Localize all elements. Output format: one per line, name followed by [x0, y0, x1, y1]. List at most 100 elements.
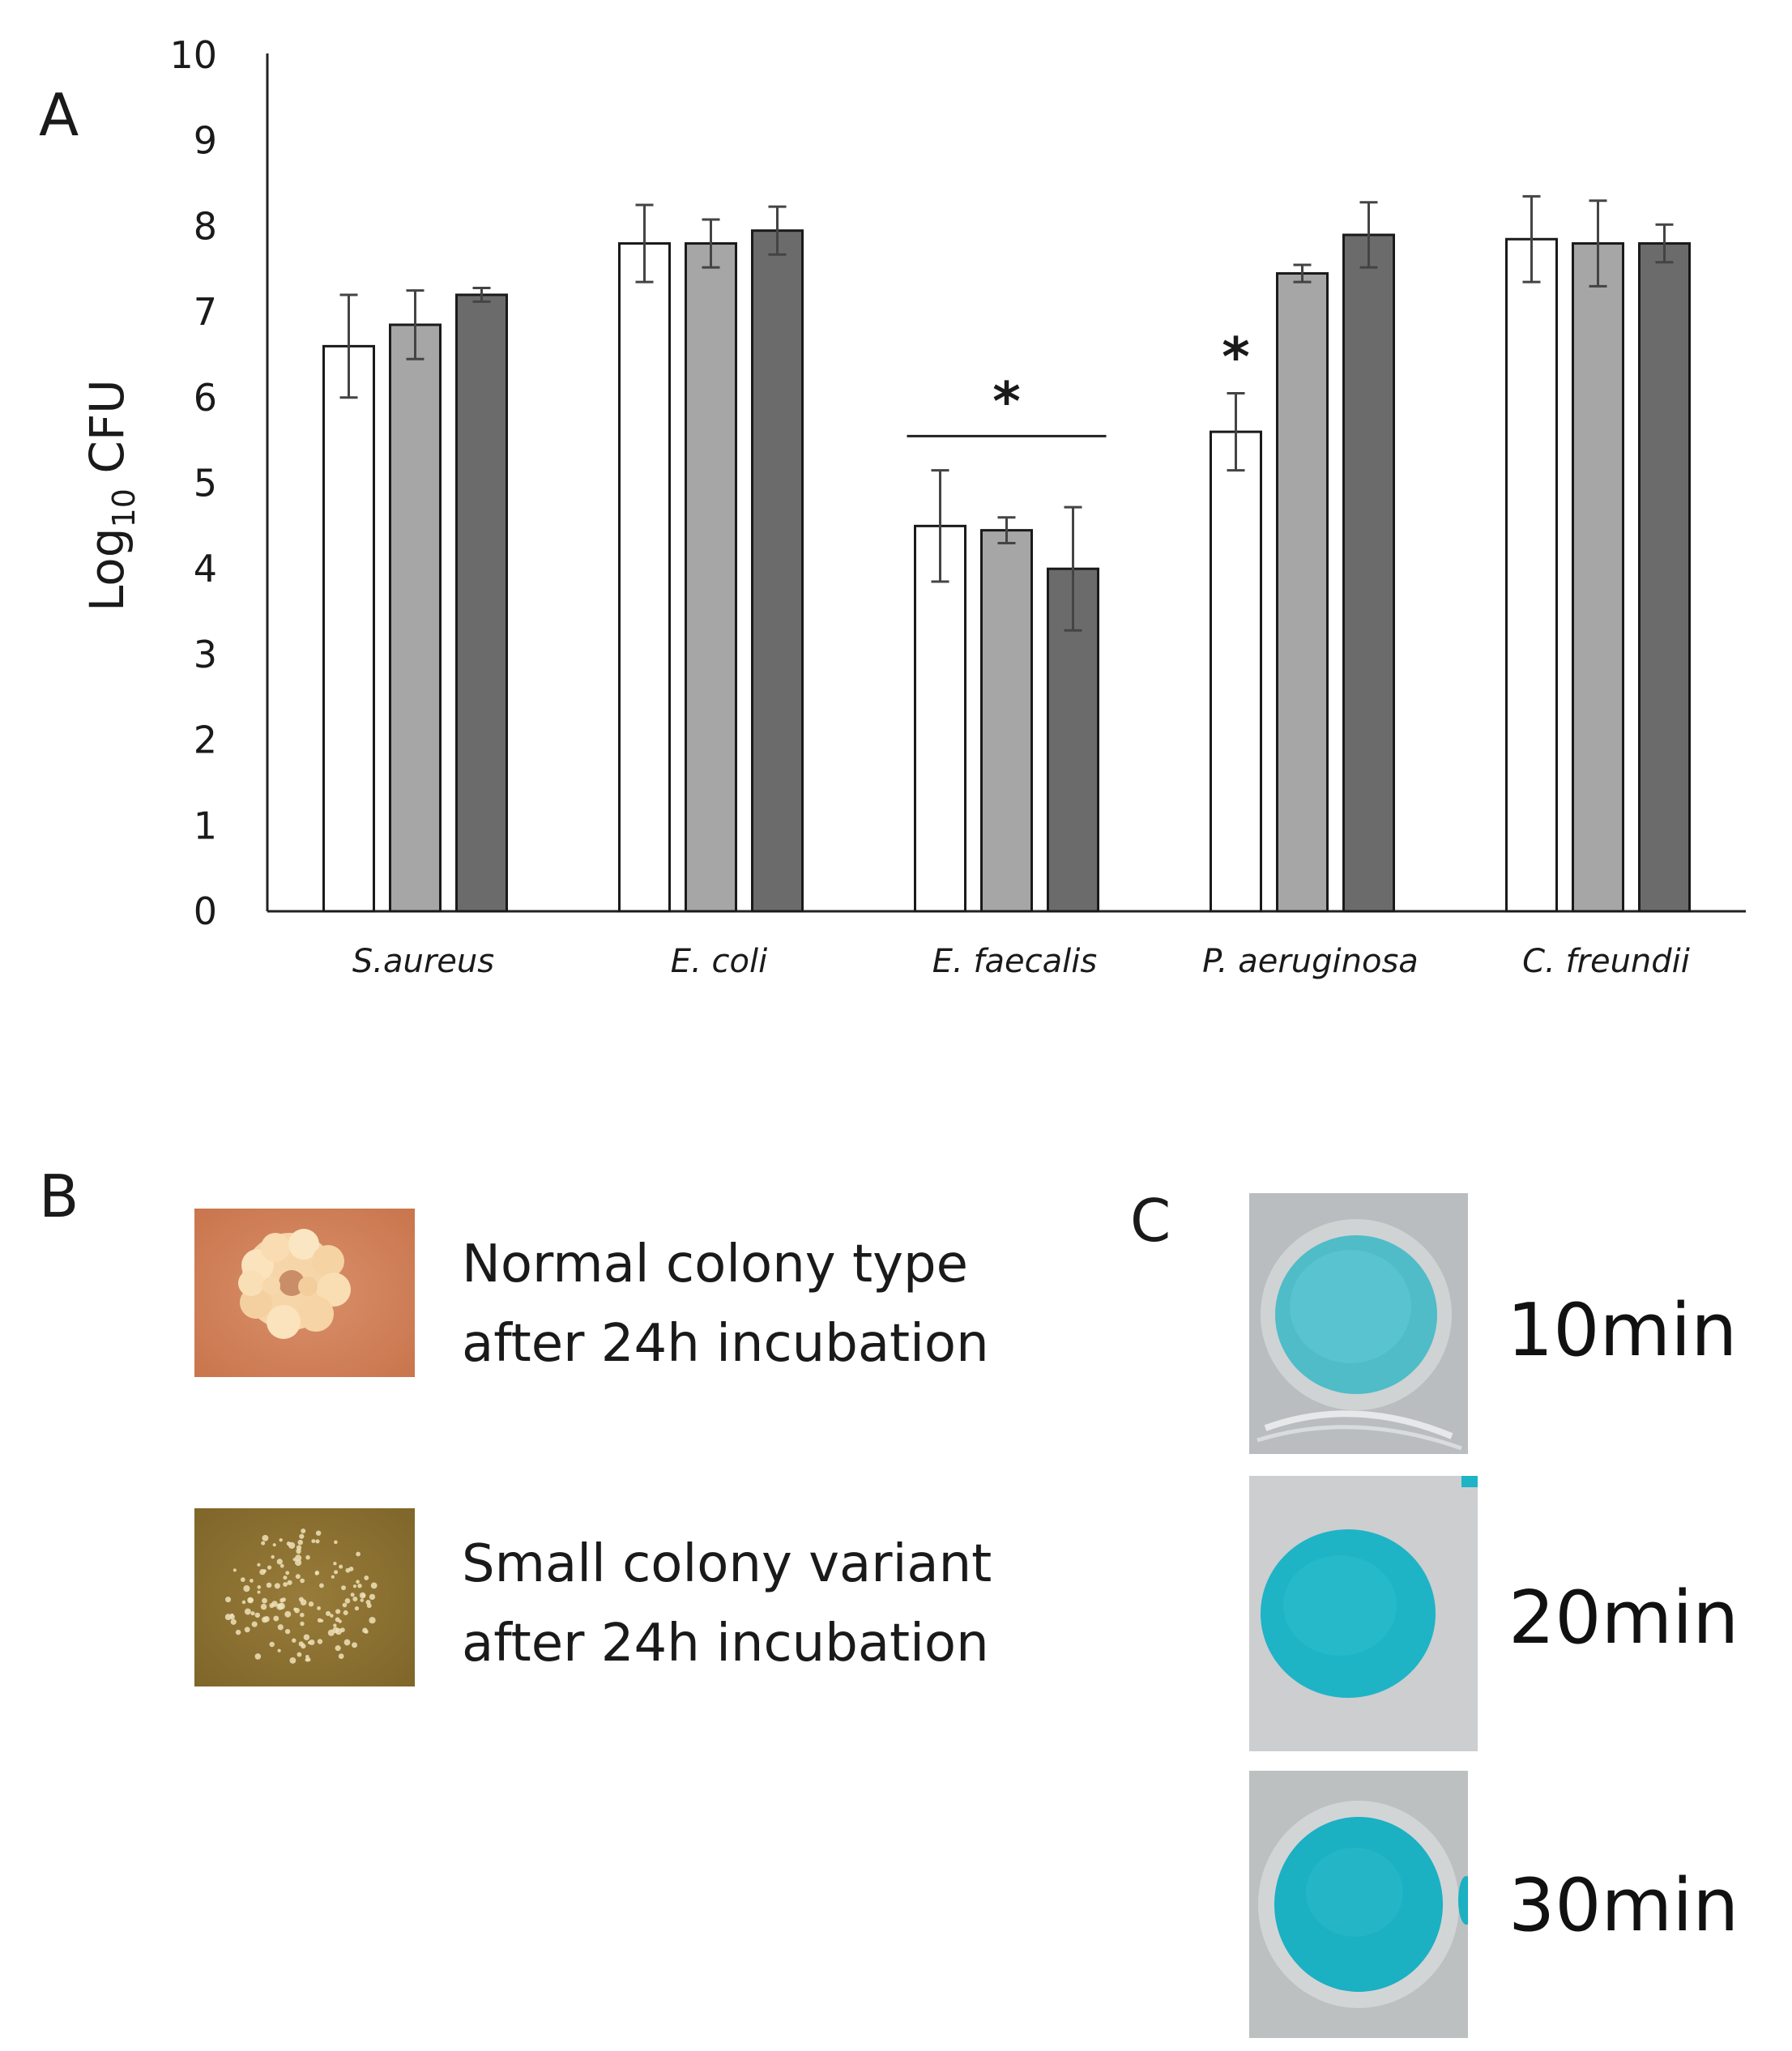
- colony-dot: [306, 1657, 311, 1662]
- colony-dot: [288, 1541, 296, 1549]
- colony-dot: [283, 1576, 288, 1580]
- colony-dot: [352, 1597, 358, 1602]
- error-bar: [702, 218, 720, 269]
- bar: [1572, 242, 1624, 913]
- bar: [1505, 237, 1558, 913]
- colony-dot: [366, 1603, 372, 1609]
- bar: [455, 293, 508, 913]
- error-bar: [1293, 263, 1312, 284]
- bar-chart: 0 1 2 3 4 5 6 7 8 9 10 S.aureus E. coli E. faecalis P…: [79, 33, 1746, 980]
- error-bar: [472, 287, 491, 303]
- x-category-label: C. freundii: [1522, 943, 1690, 980]
- colony-dot: [225, 1597, 232, 1603]
- bar: [389, 323, 442, 913]
- small-colony-dots: [224, 1528, 378, 1664]
- colony-dot: [267, 1565, 272, 1570]
- colony-dot: [294, 1559, 302, 1567]
- colony-dot: [224, 1614, 232, 1621]
- colony-dot: [262, 1597, 267, 1604]
- normal-colony-photo: [194, 1209, 415, 1377]
- colony-dot: [298, 1641, 304, 1647]
- colony-dot: [235, 1629, 241, 1635]
- colony-dot: [352, 1642, 358, 1648]
- colony-dot: [247, 1597, 253, 1603]
- colony-dot: [311, 1539, 316, 1543]
- y-tick-label: 10: [169, 33, 217, 77]
- colony-dot: [260, 1603, 267, 1610]
- colony-dot: [285, 1571, 290, 1576]
- bar: [914, 524, 966, 913]
- colony-dot: [233, 1568, 237, 1572]
- small-colony-caption: Small colony variant after 24h incubatio…: [462, 1524, 992, 1683]
- colony-dot: [331, 1575, 335, 1579]
- significance-star: *: [992, 370, 1021, 433]
- error-bar: [768, 205, 787, 256]
- small-colony-line2: after 24h incubation: [462, 1614, 989, 1674]
- time-label-10min: 10min: [1507, 1288, 1738, 1373]
- bars: [322, 194, 1691, 913]
- y-tick-label: 8: [194, 204, 217, 248]
- y-axis-title-main: Log: [79, 527, 134, 612]
- colony-dot: [333, 1562, 337, 1566]
- colony-dot: [335, 1645, 341, 1652]
- colony-dot: [269, 1602, 275, 1609]
- colony-dot: [297, 1652, 302, 1657]
- colony-dot: [297, 1539, 303, 1546]
- colony-dot: [361, 1593, 366, 1598]
- time-label-30min: 30min: [1508, 1863, 1739, 1948]
- colony-dot: [284, 1610, 292, 1618]
- colony-dot: [295, 1554, 302, 1562]
- colony-dot: [279, 1563, 284, 1568]
- bar: [1342, 233, 1395, 913]
- bar: [751, 229, 804, 913]
- colony-dot: [334, 1540, 338, 1545]
- colony-dot: [335, 1609, 341, 1614]
- colony-dot: [284, 1628, 291, 1635]
- colony-dot: [230, 1618, 237, 1625]
- colony-dot: [277, 1648, 281, 1652]
- colony-dot: [273, 1615, 279, 1622]
- colony-dot: [254, 1653, 262, 1660]
- error-bar: [1589, 199, 1607, 288]
- colony-dot: [250, 1611, 255, 1616]
- small-colony-photo: [194, 1508, 415, 1686]
- y-tick-label: 5: [194, 462, 217, 505]
- colony-cluster: [238, 1229, 351, 1339]
- colony-dot: [360, 1598, 364, 1602]
- colony-dot: [296, 1545, 302, 1550]
- colony-dot: [292, 1638, 297, 1643]
- panel-c-letter: C: [1130, 1187, 1171, 1255]
- colony-dot: [278, 1602, 285, 1610]
- colony-dot: [295, 1574, 301, 1580]
- dye-photo-30min: [1249, 1771, 1468, 2038]
- colony-dot: [319, 1583, 324, 1588]
- bar: [980, 529, 1033, 913]
- bar: [322, 344, 375, 913]
- colony-dot: [338, 1653, 344, 1659]
- colony-dot: [266, 1582, 272, 1588]
- colony-dot: [241, 1600, 246, 1605]
- colony-dot: [272, 1543, 276, 1547]
- error-bar: [931, 469, 949, 583]
- y-tick-label: 0: [194, 889, 217, 933]
- colony-dot: [292, 1558, 297, 1562]
- colony-dot: [257, 1563, 261, 1567]
- y-tick-label: 4: [194, 547, 217, 591]
- bar: [1276, 272, 1329, 913]
- colony-dot: [315, 1530, 322, 1536]
- y-tick-label: 1: [194, 804, 217, 847]
- y-tick-label: 2: [194, 718, 217, 762]
- significance-star: *: [1222, 326, 1250, 389]
- x-axis: S.aureus E. coli E. faecalis P. aeruginosa C…: [267, 910, 1746, 980]
- colony-dot: [287, 1580, 292, 1585]
- colony-dot: [344, 1598, 351, 1604]
- colony-dot: [300, 1621, 305, 1627]
- colony-dot: [356, 1580, 360, 1584]
- colony-dot: [262, 1569, 267, 1573]
- colony-dot: [299, 1533, 305, 1539]
- colony-dot: [370, 1582, 378, 1589]
- colony-dot: [251, 1621, 258, 1627]
- colony-dot: [257, 1590, 261, 1594]
- colony-dot: [300, 1612, 305, 1618]
- y-axis-title-subscript: 10: [106, 488, 142, 527]
